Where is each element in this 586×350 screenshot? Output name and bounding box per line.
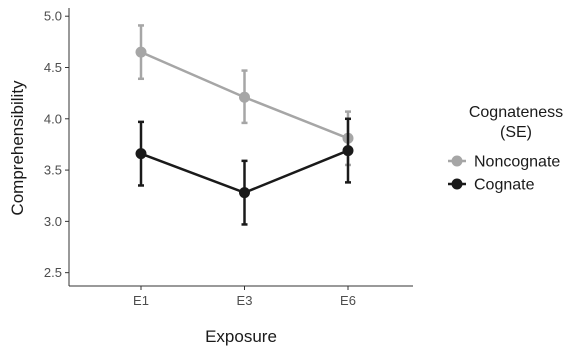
data-point-cognate	[342, 145, 354, 157]
legend-key-point	[451, 155, 463, 167]
legend-label-noncognate: Noncognate	[474, 154, 560, 171]
y-tick-label: 5.0	[44, 9, 62, 24]
legend-title-line2: (SE)	[500, 124, 532, 141]
y-tick-label: 2.5	[44, 265, 62, 280]
y-tick-label: 4.0	[44, 111, 62, 126]
data-point-cognate	[239, 187, 250, 199]
x-tick-label: E6	[340, 293, 356, 308]
legend-title-line1: Cognateness	[469, 104, 563, 121]
data-point-noncognate	[239, 91, 250, 103]
x-tick-label: E3	[237, 293, 253, 308]
series-cognate	[135, 117, 354, 226]
legend-item-noncognate: Noncognate	[448, 154, 560, 171]
y-tick-label: 4.5	[44, 60, 62, 75]
legend: Cognateness (SE) Noncognate Cognate	[448, 104, 563, 194]
y-tick-label: 3.0	[44, 214, 62, 229]
x-axis-title: Exposure	[205, 327, 277, 346]
series-noncognate	[135, 24, 354, 167]
y-axis-title: Comprehensibility	[8, 80, 27, 216]
data-point-cognate	[135, 148, 147, 160]
data-point-noncognate	[135, 46, 147, 58]
legend-item-cognate: Cognate	[448, 177, 535, 194]
x-tick-label: E1	[133, 293, 149, 308]
legend-key-point	[451, 178, 463, 190]
legend-label-cognate: Cognate	[474, 177, 535, 194]
y-tick-label: 3.5	[44, 163, 62, 178]
